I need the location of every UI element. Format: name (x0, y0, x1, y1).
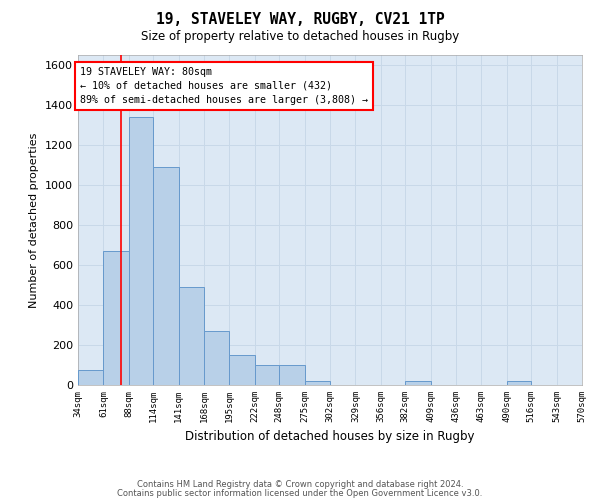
Bar (78, 370, 103, 385)
Text: Contains HM Land Registry data © Crown copyright and database right 2024.: Contains HM Land Registry data © Crown c… (137, 480, 463, 489)
Text: 19, STAVELEY WAY, RUGBY, CV21 1TP: 19, STAVELEY WAY, RUGBY, CV21 1TP (155, 12, 445, 28)
Bar (103, 251, 129, 385)
X-axis label: Distribution of detached houses by size in Rugby: Distribution of detached houses by size … (185, 430, 475, 444)
Bar (507, 381, 531, 385)
Bar (179, 287, 204, 385)
Bar (129, 117, 153, 385)
Text: Contains public sector information licensed under the Open Government Licence v3: Contains public sector information licen… (118, 488, 482, 498)
Bar (204, 331, 229, 385)
Text: 19 STAVELEY WAY: 80sqm
← 10% of detached houses are smaller (432)
89% of semi-de: 19 STAVELEY WAY: 80sqm ← 10% of detached… (80, 67, 368, 105)
Y-axis label: Number of detached properties: Number of detached properties (29, 132, 40, 308)
Bar (279, 365, 305, 385)
Bar (305, 381, 330, 385)
Bar (229, 355, 255, 385)
Bar (255, 365, 279, 385)
Bar (153, 167, 179, 385)
Text: Size of property relative to detached houses in Rugby: Size of property relative to detached ho… (141, 30, 459, 43)
Bar (405, 381, 431, 385)
